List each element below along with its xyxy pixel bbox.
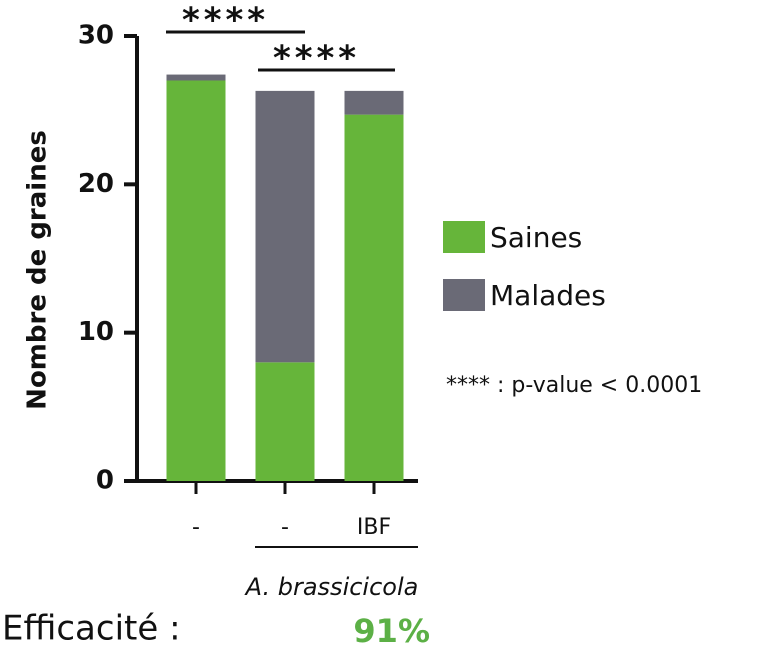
legend-label: Saines (490, 221, 582, 254)
y-axis-label: Nombre de graines (23, 130, 53, 410)
y-tick-label: 0 (96, 466, 114, 496)
bar-segment (344, 114, 404, 481)
x-tick-label: - (281, 515, 289, 540)
efficacy-label: Efficacité : (2, 609, 181, 649)
x-tick-label: - (192, 515, 200, 540)
bar-segment (166, 80, 226, 481)
bar-segment (255, 362, 315, 481)
legend-label: Malades (490, 279, 606, 312)
bar-segment (344, 90, 404, 115)
significance-label: **** (273, 39, 360, 79)
efficacy-value: 91% (353, 612, 430, 650)
note: **** : p-value < 0.0001 (446, 373, 702, 398)
y-tick-label: 30 (78, 21, 114, 51)
y-tick-label: 10 (78, 317, 114, 347)
legend-swatch (443, 279, 485, 311)
bar-segment (255, 90, 315, 363)
x-tick-label: IBF (357, 515, 391, 540)
group-label: A. brassicicola (244, 573, 419, 601)
significance-label: **** (182, 1, 269, 41)
y-tick-label: 20 (78, 169, 114, 199)
bar-segment (166, 74, 226, 81)
legend-swatch (443, 221, 485, 253)
